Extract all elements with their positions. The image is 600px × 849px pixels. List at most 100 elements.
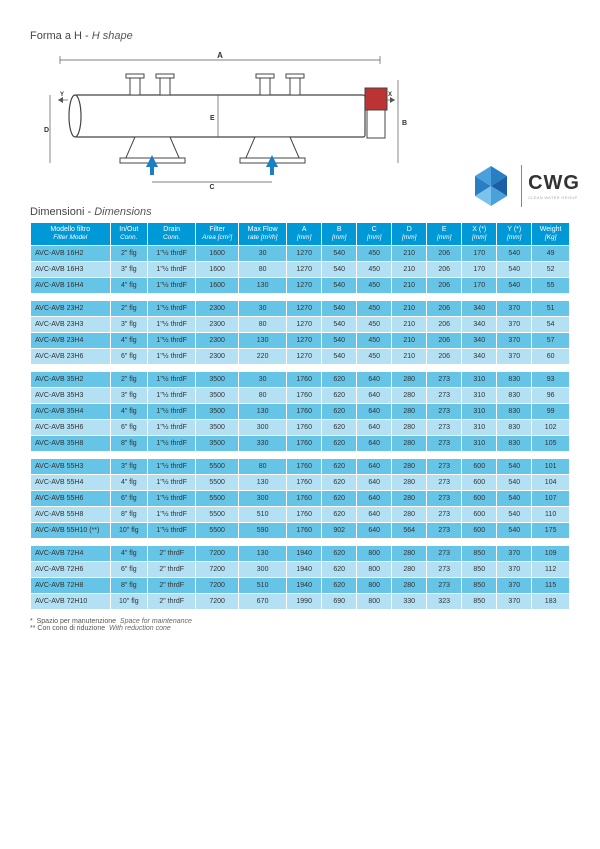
cell: 210 xyxy=(392,333,426,348)
cell: 210 xyxy=(392,301,426,316)
dims-en: Dimensions xyxy=(94,206,151,218)
col-header-9: E[mm] xyxy=(427,223,461,245)
cell: 93 xyxy=(532,372,569,387)
cell: 620 xyxy=(322,475,356,490)
cell: 130 xyxy=(239,333,286,348)
cell: 690 xyxy=(322,594,356,609)
cell: 54 xyxy=(532,317,569,332)
cell: 1"½ thrdF xyxy=(148,301,195,316)
cell: 7200 xyxy=(196,562,238,577)
cell: 1"½ thrdF xyxy=(148,262,195,277)
cell: 1"½ thrdF xyxy=(148,388,195,403)
cell: 1"½ thrdF xyxy=(148,523,195,538)
col-header-4: Max Flowrate [m³/h] xyxy=(239,223,286,245)
cell: 370 xyxy=(497,546,531,561)
cell: 55 xyxy=(532,278,569,293)
cell: 1760 xyxy=(287,459,321,474)
svg-text:D: D xyxy=(44,127,49,134)
cell: 540 xyxy=(497,246,531,261)
cell: 640 xyxy=(357,523,391,538)
cell: AVC-AVB 23H2 xyxy=(31,301,110,316)
cell: 590 xyxy=(239,523,286,538)
cell: 80 xyxy=(239,317,286,332)
col-header-7: C[mm] xyxy=(357,223,391,245)
cell: 310 xyxy=(462,388,496,403)
cell: 450 xyxy=(357,262,391,277)
cell: 620 xyxy=(322,491,356,506)
cell: 273 xyxy=(427,546,461,561)
cell: 850 xyxy=(462,562,496,577)
cell: 1940 xyxy=(287,578,321,593)
cell: 220 xyxy=(239,349,286,364)
cell: 1760 xyxy=(287,475,321,490)
cell: 540 xyxy=(322,246,356,261)
table-row: AVC-AVB 23H66" flg1"½ thrdF2300220127054… xyxy=(31,349,569,364)
cell: 1760 xyxy=(287,404,321,419)
cell: 540 xyxy=(497,523,531,538)
table-row: AVC-AVB 72H66" flg2" thrdF72003001940620… xyxy=(31,562,569,577)
cell: 2300 xyxy=(196,349,238,364)
svg-text:C: C xyxy=(209,184,214,190)
cell: 273 xyxy=(427,523,461,538)
cell: 1270 xyxy=(287,333,321,348)
logo-subtext: CLEAN WATER GROUP xyxy=(528,195,580,200)
cell: 210 xyxy=(392,246,426,261)
cell: 175 xyxy=(532,523,569,538)
cell: 4" flg xyxy=(111,546,148,561)
cell: 370 xyxy=(497,349,531,364)
cell: 3" flg xyxy=(111,388,148,403)
cell: 620 xyxy=(322,562,356,577)
cell: 5500 xyxy=(196,459,238,474)
cell: 273 xyxy=(427,420,461,435)
cell: 30 xyxy=(239,372,286,387)
footnote-2: ** Con cono di riduzione With reduction … xyxy=(30,625,570,632)
cell: 600 xyxy=(462,523,496,538)
cell: 273 xyxy=(427,475,461,490)
cell: 206 xyxy=(427,333,461,348)
cell: 105 xyxy=(532,436,569,451)
cell: 60 xyxy=(532,349,569,364)
cell: 280 xyxy=(392,491,426,506)
cell: 564 xyxy=(392,523,426,538)
cell: 540 xyxy=(322,278,356,293)
logo-text: CWG xyxy=(528,172,580,195)
cell: 273 xyxy=(427,578,461,593)
cell: 5500 xyxy=(196,507,238,522)
cell: 206 xyxy=(427,278,461,293)
cell: 340 xyxy=(462,317,496,332)
table-row: AVC-AVB 35H33" flg1"½ thrdF3500801760620… xyxy=(31,388,569,403)
cell: 540 xyxy=(497,475,531,490)
cell: 1270 xyxy=(287,246,321,261)
cell: 280 xyxy=(392,562,426,577)
cell: 300 xyxy=(239,491,286,506)
cell: 102 xyxy=(532,420,569,435)
svg-text:A: A xyxy=(217,51,223,60)
cell: 4" flg xyxy=(111,404,148,419)
cell: 170 xyxy=(462,246,496,261)
cell: 273 xyxy=(427,436,461,451)
table-row: AVC-AVB 72H44" flg2" thrdF72001301940620… xyxy=(31,546,569,561)
cell: 1270 xyxy=(287,317,321,332)
table-row: AVC-AVB 55H44" flg1"½ thrdF5500130176062… xyxy=(31,475,569,490)
cell: AVC-AVB 35H4 xyxy=(31,404,110,419)
col-header-12: Weight[Kg] xyxy=(532,223,569,245)
cell: 330 xyxy=(392,594,426,609)
cell: 1760 xyxy=(287,436,321,451)
shape-title: Forma a H - H shape xyxy=(30,30,570,42)
cell: 1270 xyxy=(287,278,321,293)
cell: AVC-AVB 55H8 xyxy=(31,507,110,522)
cell: 99 xyxy=(532,404,569,419)
cell: 620 xyxy=(322,459,356,474)
cell: 170 xyxy=(462,278,496,293)
cell: 540 xyxy=(322,262,356,277)
cell: 2" thrdF xyxy=(148,546,195,561)
cell: 640 xyxy=(357,388,391,403)
cell: 1"½ thrdF xyxy=(148,475,195,490)
cell: AVC-AVB 23H6 xyxy=(31,349,110,364)
cell: 1760 xyxy=(287,420,321,435)
cell: 1600 xyxy=(196,246,238,261)
cell: 3" flg xyxy=(111,317,148,332)
cell: 340 xyxy=(462,349,496,364)
shape-title-en: H shape xyxy=(92,30,133,42)
cell: AVC-AVB 72H4 xyxy=(31,546,110,561)
